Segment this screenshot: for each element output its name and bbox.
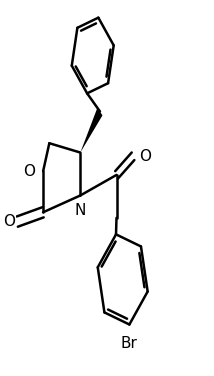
Text: O: O bbox=[139, 149, 151, 164]
Text: O: O bbox=[23, 164, 35, 179]
Text: Br: Br bbox=[121, 336, 138, 351]
Text: N: N bbox=[75, 203, 86, 218]
Text: O: O bbox=[3, 214, 15, 229]
Polygon shape bbox=[80, 108, 103, 153]
